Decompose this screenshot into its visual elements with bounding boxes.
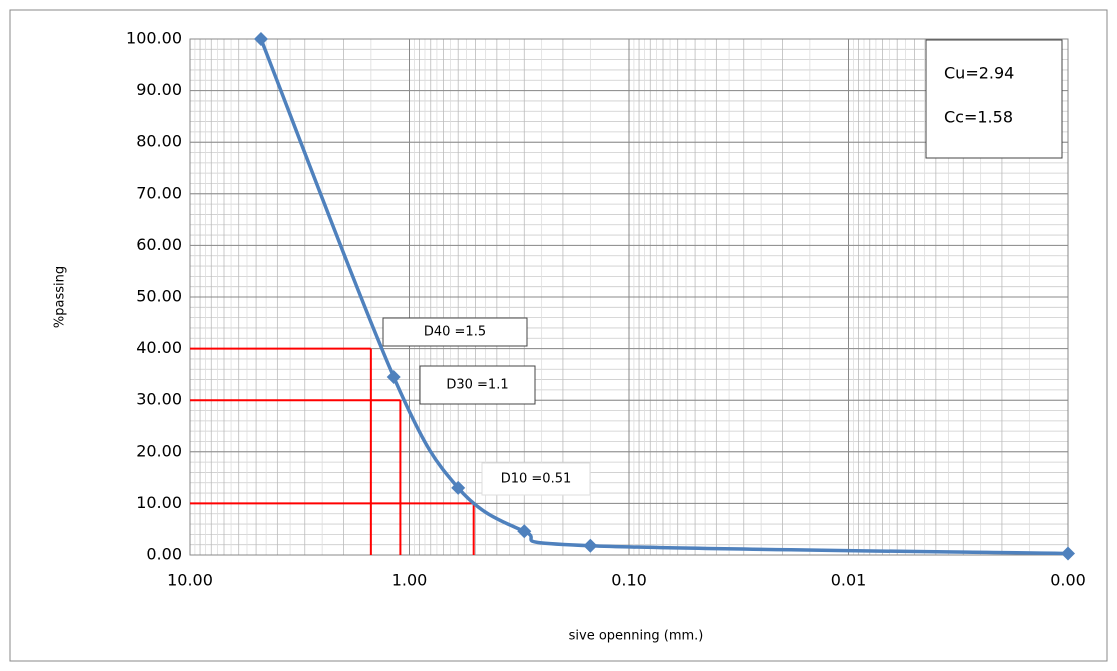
y-tick-label: 40.00 [136, 338, 182, 357]
annotation-box [926, 40, 1062, 158]
x-tick-label: 10.00 [167, 571, 213, 590]
y-tick-label: 20.00 [136, 441, 182, 460]
y-tick-label: 50.00 [136, 287, 182, 306]
annotation: Cu=2.94 [944, 64, 1014, 83]
y-tick-label: 60.00 [136, 235, 182, 254]
y-tick-label: 10.00 [136, 493, 182, 512]
x-tick-label: 0.01 [831, 571, 867, 590]
x-tick-label: 0.10 [611, 571, 647, 590]
annotation: Cc=1.58 [944, 108, 1013, 127]
y-tick-label: 90.00 [136, 80, 182, 99]
x-tick-label: 0.00 [1050, 571, 1086, 590]
y-tick-label: 100.00 [126, 29, 182, 48]
x-tick-label: 1.00 [392, 571, 428, 590]
chart: sive openning (mm.) %passing 0.00 10.00 20… [0, 0, 1117, 671]
y-axis-title: %passing [53, 266, 68, 328]
y-tick-label: 80.00 [136, 132, 182, 151]
y-tick-label: 0.00 [146, 545, 182, 564]
y-tick-label: 70.00 [136, 183, 182, 202]
annotation: D10 =0.51 [501, 472, 572, 487]
x-axis-title: sive openning (mm.) [569, 629, 704, 644]
annotation: D40 =1.5 [424, 325, 486, 340]
y-tick-label: 30.00 [136, 390, 182, 409]
annotation: D30 =1.1 [446, 378, 508, 393]
